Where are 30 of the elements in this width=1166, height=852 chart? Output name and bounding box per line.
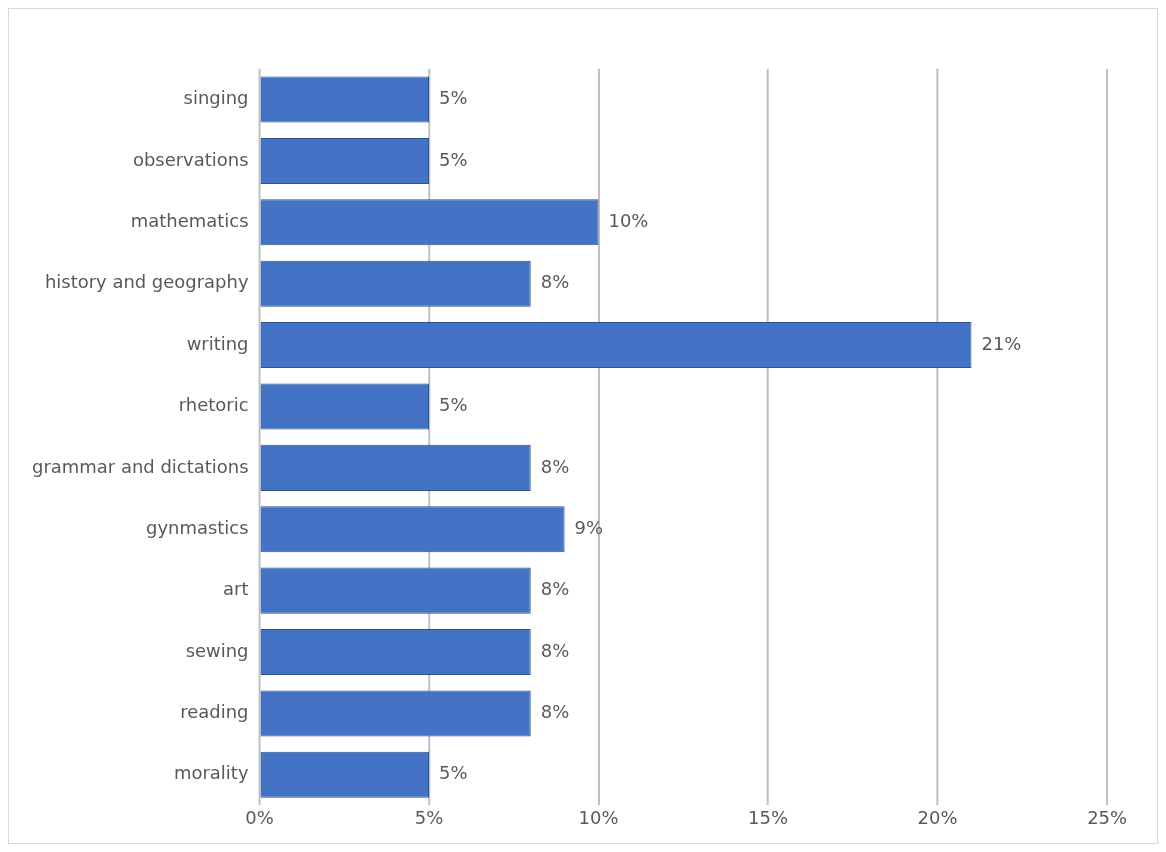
data-label: 8% bbox=[540, 271, 570, 293]
data-label: 5% bbox=[439, 87, 468, 109]
data-label: 8% bbox=[540, 639, 570, 661]
x-tick-label: 10% bbox=[578, 806, 619, 828]
data-label: 21% bbox=[981, 332, 1022, 354]
y-tick-label: sewing bbox=[185, 639, 249, 661]
data-label: 8% bbox=[540, 578, 570, 600]
y-tick-label: gynmastics bbox=[145, 516, 249, 538]
data-label: 5% bbox=[439, 148, 468, 170]
y-tick-label: writing bbox=[186, 332, 249, 354]
data-label: 8% bbox=[540, 455, 570, 477]
y-tick-label: reading bbox=[180, 701, 249, 723]
y-tick-label: rhetoric bbox=[178, 394, 249, 416]
x-tick-label: 5% bbox=[414, 806, 444, 828]
y-tick-label: grammar and dictations bbox=[32, 455, 249, 477]
x-tick-label: 15% bbox=[748, 806, 789, 828]
data-label: 5% bbox=[439, 762, 468, 784]
y-tick-label: morality bbox=[173, 762, 249, 784]
x-tick-label: 0% bbox=[245, 806, 274, 828]
y-tick-label: mathematics bbox=[130, 209, 249, 231]
x-tick-label: 20% bbox=[917, 806, 958, 828]
x-tick-label: 25% bbox=[1087, 806, 1128, 828]
data-label: 8% bbox=[540, 701, 570, 723]
y-tick-label: history and geography bbox=[44, 271, 249, 293]
y-tick-label: singing bbox=[183, 87, 249, 109]
data-label: 5% bbox=[439, 394, 468, 416]
y-tick-label: art bbox=[223, 578, 249, 600]
data-label: 9% bbox=[574, 516, 604, 538]
data-label: 10% bbox=[608, 209, 649, 231]
y-tick-label: observations bbox=[132, 148, 249, 170]
